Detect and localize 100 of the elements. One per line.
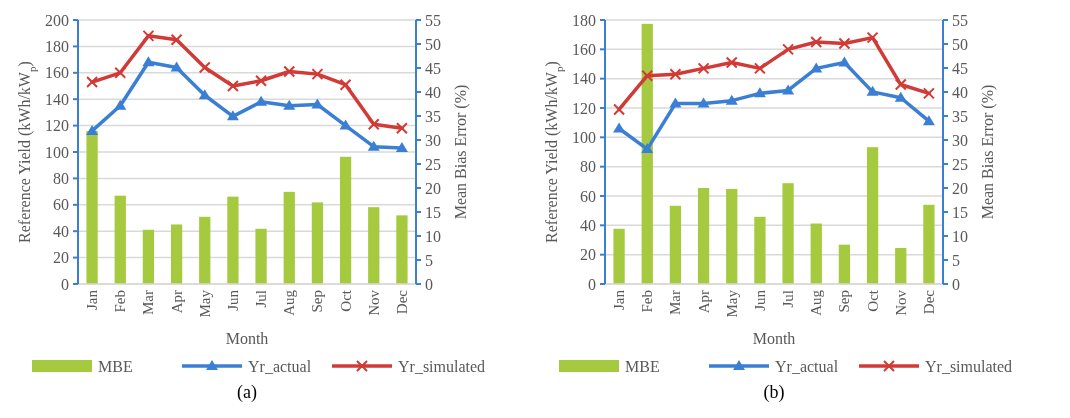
x-tick-label: Jul [253, 290, 270, 308]
y-tick-label: 60 [580, 187, 596, 205]
x-tick-label: Oct [864, 289, 881, 312]
x-tick-label: May [723, 289, 740, 318]
bar [754, 216, 766, 284]
x-tick-label: Jun [224, 289, 241, 311]
x-tick-label: Jun [751, 289, 768, 311]
bar [669, 205, 682, 284]
y2-axis-title: Mean Bias Error (%) [452, 84, 470, 220]
point [782, 84, 795, 95]
legend-label: Yr_actual [248, 357, 312, 375]
text: (a) [237, 382, 257, 403]
bar [923, 204, 935, 284]
x-tick-label: Jan [611, 289, 628, 310]
legend-label: Yr_simulated [398, 357, 486, 375]
y-tick-label: 120 [572, 99, 596, 117]
point [255, 74, 268, 87]
y-tick-label: 140 [572, 70, 596, 88]
y2-tick-label: 5 [425, 251, 433, 269]
bar [114, 195, 126, 284]
x-tick-label: Sep [309, 290, 326, 313]
point [114, 99, 127, 110]
bar [866, 147, 879, 284]
legend-label: Yr_simulated [925, 357, 1013, 375]
x-tick-label: Oct [337, 289, 354, 312]
bar [613, 228, 625, 284]
x-tick-label: Aug [281, 289, 298, 316]
point [142, 56, 155, 67]
x-tick-label: Sep [836, 290, 853, 313]
point [226, 110, 239, 121]
legend-label: MBE [98, 357, 133, 375]
y-tick-label: 200 [45, 11, 69, 29]
point [669, 97, 682, 108]
y2-tick-label: 15 [425, 203, 441, 221]
y2-tick-label: 40 [425, 83, 441, 101]
bar [86, 130, 98, 284]
point [311, 68, 324, 81]
y2-tick-label: 0 [425, 275, 433, 293]
x-tick-label: Apr [168, 290, 185, 314]
y-tick-label: 80 [580, 158, 596, 176]
bar [368, 207, 380, 284]
bar [782, 183, 794, 284]
y2-tick-label: 10 [952, 227, 968, 245]
y2-tick-label: 20 [952, 179, 968, 197]
point [753, 87, 766, 98]
y2-tick-label: 25 [952, 155, 968, 173]
point [669, 68, 682, 81]
point [725, 56, 738, 69]
y2-axis-title: Mean Bias Error (%) [979, 84, 997, 220]
y-tick-label: 160 [572, 40, 596, 58]
point [86, 76, 99, 89]
y2-tick-label: 35 [425, 107, 441, 125]
x-tick-label: Mar [140, 290, 157, 315]
y2-tick-label: 5 [952, 251, 960, 269]
text: (b) [763, 382, 785, 403]
y-tick-label: 180 [45, 38, 69, 55]
x-tick-label: Feb [112, 290, 129, 313]
point [339, 78, 352, 91]
point [922, 115, 935, 126]
bar [396, 215, 408, 284]
y2-tick-label: 45 [425, 59, 441, 77]
bar [227, 196, 239, 284]
point [810, 62, 823, 73]
point [922, 87, 935, 100]
y2-tick-label: 45 [952, 59, 968, 77]
point [367, 118, 380, 131]
point [86, 124, 99, 135]
y-tick-label: 160 [45, 64, 69, 82]
point [866, 31, 879, 44]
point [697, 97, 710, 108]
point [395, 142, 408, 153]
bar [838, 244, 851, 284]
legend-label: Yr_actual [775, 357, 839, 375]
y2-tick-label: 10 [425, 227, 441, 245]
point [613, 103, 626, 116]
x-axis-title: Month [752, 330, 796, 347]
y2-tick-label: 15 [952, 203, 968, 221]
point [339, 119, 352, 130]
legend-label: MBE [625, 357, 660, 375]
point [894, 78, 907, 91]
point [782, 43, 795, 56]
x-tick-label: Mar [667, 290, 684, 315]
y-tick-label: 80 [53, 170, 69, 187]
bar [339, 156, 352, 284]
x-tick-label: Feb [639, 290, 656, 313]
y-tick-label: 140 [45, 90, 69, 108]
bar [810, 223, 822, 284]
y-tick-label: 40 [580, 216, 596, 234]
x-tick-label: Nov [365, 289, 382, 316]
y-tick-label: 40 [53, 222, 69, 240]
point [838, 37, 851, 50]
point [283, 99, 296, 110]
point [367, 140, 380, 151]
y2-tick-label: 20 [425, 179, 441, 197]
bar [311, 202, 324, 284]
point [753, 62, 766, 75]
y-tick-label: 0 [61, 275, 69, 293]
bar [641, 23, 653, 284]
x-tick-label: Apr [695, 290, 712, 314]
point [395, 122, 408, 135]
